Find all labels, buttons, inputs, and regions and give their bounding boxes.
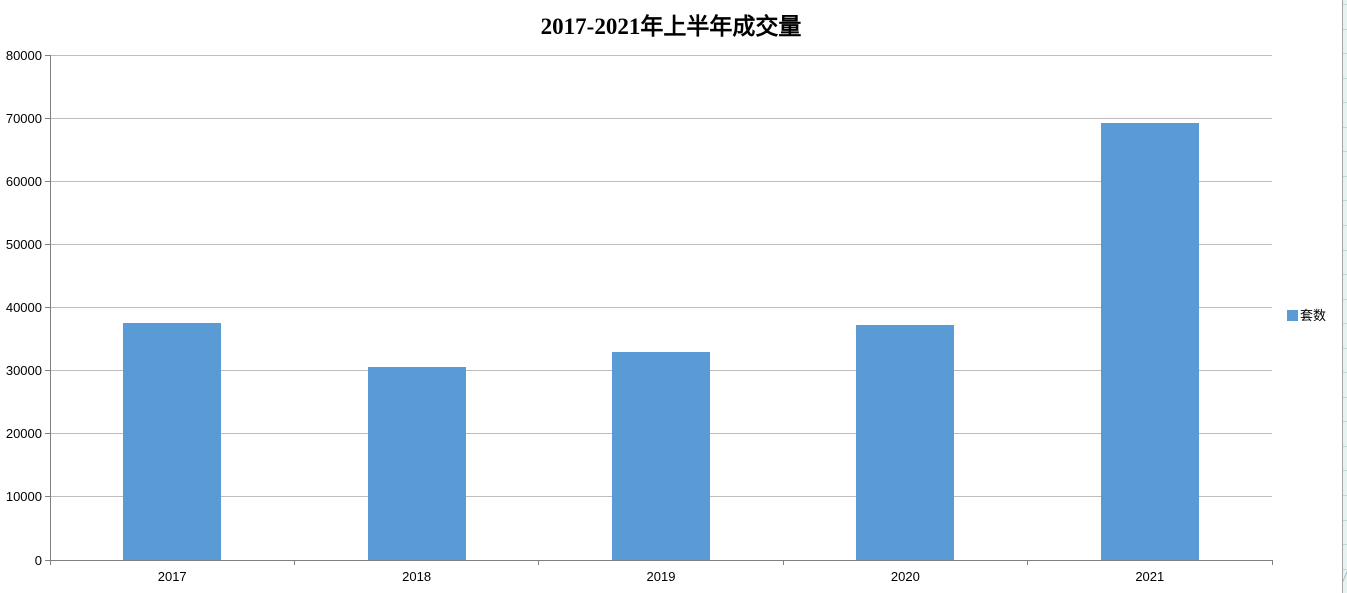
bar-2017[interactable] <box>123 323 222 560</box>
x-axis-label-2017: 2017 <box>157 569 187 584</box>
h-gridline <box>50 117 1272 119</box>
x-axis-line <box>50 559 1272 561</box>
bar-2018[interactable] <box>367 367 466 560</box>
x-axis-tick <box>1027 560 1029 565</box>
x-axis-label-2019: 2019 <box>646 569 676 584</box>
worksheet-row-line <box>1343 544 1347 546</box>
y-axis-tick <box>45 370 50 372</box>
x-axis-tick <box>782 560 784 565</box>
worksheet-row-line <box>1343 568 1347 570</box>
y-axis-tick-label: 30000 <box>5 363 42 379</box>
y-axis-tick-label: 60000 <box>5 173 42 189</box>
y-axis-tick <box>45 496 50 498</box>
legend[interactable]: 套数 <box>1287 309 1326 322</box>
worksheet-row-line <box>1343 372 1347 374</box>
worksheet-row-line <box>1343 519 1347 521</box>
h-gridline <box>50 54 1272 56</box>
worksheet-diagonal-line <box>1343 562 1347 591</box>
y-axis-tick <box>45 307 50 308</box>
x-axis-label-2020: 2020 <box>890 569 920 584</box>
worksheet-edge-strip <box>1342 0 1347 593</box>
h-gridline <box>50 243 1272 245</box>
worksheet-row-line <box>1343 126 1347 128</box>
h-gridline <box>50 180 1272 182</box>
worksheet-row-line <box>1343 77 1347 79</box>
worksheet-row-line <box>1343 175 1347 177</box>
y-axis-tick-label: 20000 <box>5 426 42 442</box>
x-axis-tick <box>538 560 540 565</box>
y-axis-tick <box>45 54 50 56</box>
y-axis-tick-label: 10000 <box>5 489 42 505</box>
y-axis-tick-label: 40000 <box>5 300 42 315</box>
legend-swatch-icon <box>1287 310 1298 321</box>
worksheet-row-line <box>1343 470 1347 472</box>
plot-area: 0 10000 20000 30000 40000 50000 60000 70000 8000… <box>6 49 1273 584</box>
worksheet-row-line <box>1343 151 1347 153</box>
bar-2020[interactable] <box>856 325 955 560</box>
worksheet-row-line <box>1343 274 1347 276</box>
worksheet-row-line <box>1343 421 1347 423</box>
worksheet-row-line <box>1343 323 1347 325</box>
worksheet-row-line <box>1343 298 1347 300</box>
worksheet-row-line <box>1343 224 1347 226</box>
y-axis-tick <box>45 243 50 245</box>
x-axis-tick <box>49 560 51 565</box>
worksheet-row-line <box>1343 53 1347 55</box>
x-axis-tick <box>1271 560 1273 565</box>
y-axis-line <box>49 55 51 560</box>
y-axis-tick <box>45 117 50 119</box>
y-axis-tick-label: 80000 <box>5 47 42 63</box>
bar-2019[interactable] <box>612 351 710 560</box>
worksheet-row-line <box>1343 28 1347 30</box>
worksheet-row-line <box>1343 4 1347 5</box>
y-axis-tick <box>45 433 50 435</box>
y-axis-tick-label: 70000 <box>5 110 42 126</box>
y-axis-tick <box>45 180 50 182</box>
worksheet-row-line <box>1343 102 1347 104</box>
worksheet-row-line <box>1343 396 1347 398</box>
x-axis-label-2021: 2021 <box>1135 569 1165 584</box>
worksheet-row-line <box>1343 347 1347 349</box>
worksheet-row-line <box>1343 445 1347 447</box>
worksheet-row-line <box>1343 200 1347 202</box>
bar-2021[interactable] <box>1100 122 1199 560</box>
x-axis-tick <box>293 560 295 565</box>
h-gridline <box>50 307 1272 308</box>
legend-label: 套数 <box>1300 308 1327 323</box>
x-axis-label-2018: 2018 <box>402 569 432 584</box>
y-axis-tick <box>45 559 50 561</box>
worksheet-row-line <box>1343 249 1347 251</box>
y-axis-tick-label: 0 <box>34 552 42 568</box>
chart-title[interactable]: 2017-2021年上半年成交量 <box>540 14 802 39</box>
y-axis-tick-label: 50000 <box>5 236 42 252</box>
worksheet-row-line <box>1343 495 1347 496</box>
